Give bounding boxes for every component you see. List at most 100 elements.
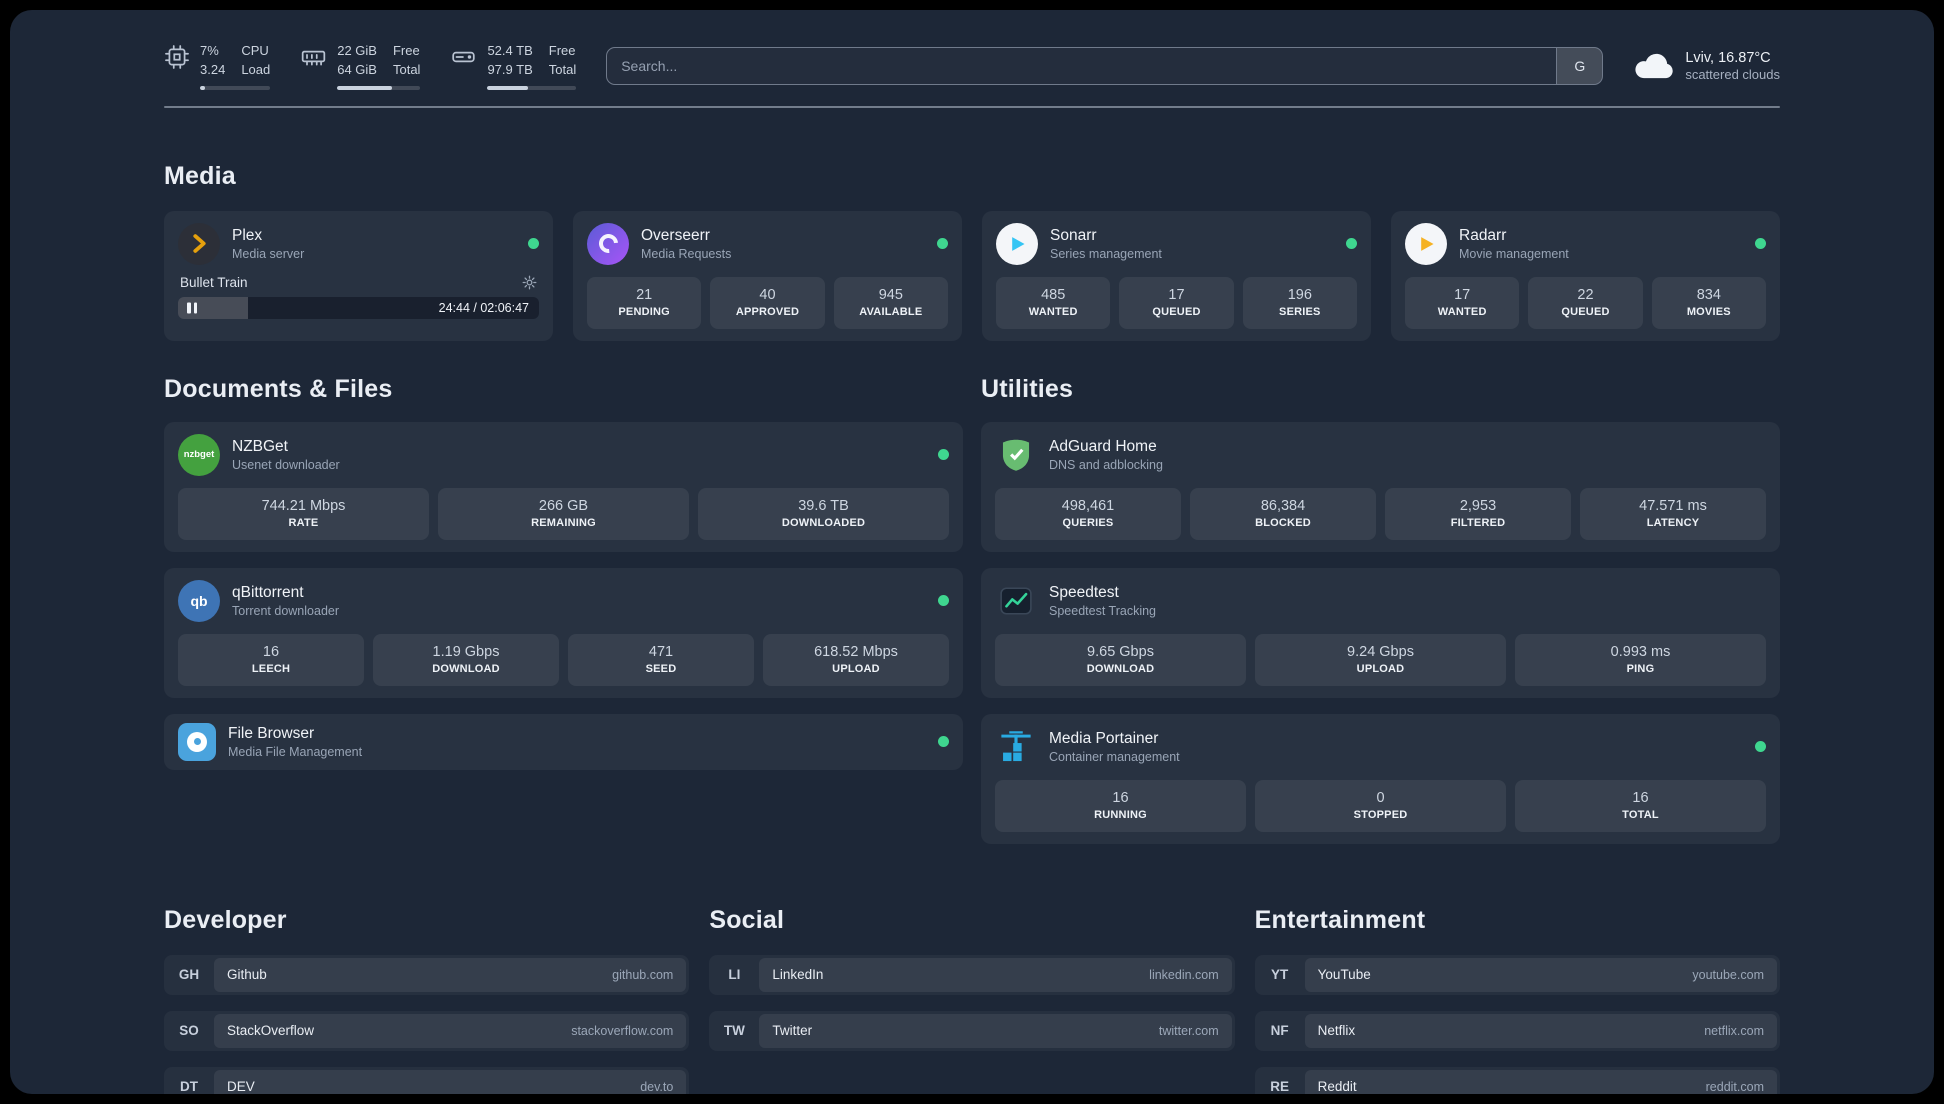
bookmark-github[interactable]: GH Github github.com [164, 954, 690, 995]
disk-usage-bar [487, 85, 577, 90]
bookmark-youtube[interactable]: YT YouTube youtube.com [1254, 954, 1780, 995]
stats-row: 21 PENDING 40 APPROVED 945 AVAILABLE [587, 276, 948, 329]
stat-label: REMAINING [531, 517, 596, 530]
stat-label: UPLOAD [832, 663, 880, 676]
utilities-cards: AdGuard Home DNS and adblocking 498,461 Q… [981, 421, 1780, 844]
stat-value: 196 [1287, 287, 1312, 304]
app-subtitle: Media Requests [641, 246, 732, 261]
portainer-icon [995, 726, 1037, 768]
stat-value: 945 [878, 287, 903, 304]
stat-downloaded: 39.6 TB DOWNLOADED [698, 487, 949, 540]
memory-labels: Free Total [393, 42, 420, 80]
status-dot [938, 736, 949, 748]
app-card-nzbget[interactable]: nzbget NZBGet Usenet downloader 744.21 M… [164, 421, 963, 552]
speedtest-icon [995, 580, 1037, 622]
stat-value: 0.993 ms [1610, 644, 1671, 661]
stat-queued: 17 QUEUED [1119, 276, 1234, 329]
bookmark-url: youtube.com [1692, 967, 1764, 982]
app-head: Overseerr Media Requests [587, 222, 948, 265]
cpu-labels: CPU Load [241, 42, 270, 80]
bookmark-linkedin[interactable]: LI LinkedIn linkedin.com [709, 954, 1235, 995]
dashboard-content: 7% 3.24 CPU Load [164, 10, 1780, 1094]
app-subtitle: Torrent downloader [232, 603, 340, 618]
stat-wanted: 17 WANTED [1405, 276, 1520, 329]
plex-icon [178, 222, 220, 265]
stat-ping: 0.993 ms PING [1515, 633, 1766, 686]
bookmark-body: StackOverflow stackoverflow.com [214, 1013, 687, 1048]
bookmark-name: YouTube [1317, 967, 1371, 983]
disk-total-value: 97.9 TB [487, 61, 533, 77]
bookmark-url: reddit.com [1705, 1079, 1764, 1094]
stat-label: SEED [645, 663, 677, 676]
app-card-adguard[interactable]: AdGuard Home DNS and adblocking 498,461 Q… [981, 421, 1780, 552]
bookmark-url: twitter.com [1158, 1023, 1219, 1038]
bookmark-abbr: NF [1270, 1023, 1289, 1039]
stat-label: FILTERED [1450, 517, 1506, 530]
app-card-radarr[interactable]: Radarr Movie management 17 WANTED 22 QUEUE… [1391, 210, 1780, 341]
stat-upload: 9.24 Gbps UPLOAD [1255, 633, 1506, 686]
stats-row: 498,461 QUERIES 86,384 BLOCKED 2,953 FILTER… [995, 487, 1766, 540]
app-names: AdGuard Home DNS and adblocking [1049, 438, 1163, 472]
stat-label: WANTED [1437, 306, 1487, 319]
app-name: File Browser [228, 724, 315, 742]
app-names: Radarr Movie management [1459, 227, 1569, 261]
search-input[interactable] [607, 47, 1557, 84]
app-head: nzbget NZBGet Usenet downloader [178, 433, 949, 476]
bookmark-reddit[interactable]: RE Reddit reddit.com [1254, 1066, 1780, 1094]
app-card-portainer[interactable]: Media Portainer Container management 16 R… [981, 713, 1780, 844]
weather-location: Lviv, 16.87°C [1685, 49, 1771, 66]
search-provider-button[interactable]: G [1556, 47, 1603, 84]
bookmark-name: Twitter [772, 1023, 813, 1039]
memory-usage-bar [337, 85, 421, 90]
bookmark-netflix[interactable]: NF Netflix netflix.com [1254, 1010, 1780, 1051]
stat-value: 498,461 [1061, 498, 1115, 515]
memory-widget: 22 GiB 64 GiB Free Total [300, 42, 421, 90]
cpu-label: CPU [241, 43, 269, 58]
stat-pending: 21 PENDING [587, 276, 702, 329]
stat-value: 744.21 Mbps [261, 498, 346, 515]
status-dot [1755, 741, 1766, 753]
app-card-filebrowser[interactable]: File Browser Media File Management [164, 713, 963, 770]
stat-label: RATE [288, 517, 319, 530]
section-title-developer: Developer [164, 905, 287, 934]
app-card-plex[interactable]: Plex Media server Bullet Train [164, 210, 553, 341]
cpu-usage-bar [200, 85, 271, 90]
pause-button[interactable] [187, 302, 197, 314]
bookmark-name: Reddit [1317, 1079, 1357, 1094]
stat-queued: 22 QUEUED [1528, 276, 1643, 329]
bookmark-twitter[interactable]: TW Twitter twitter.com [709, 1010, 1235, 1051]
stat-label: QUEUED [1561, 306, 1610, 319]
stat-value: 618.52 Mbps [814, 644, 898, 661]
stat-seed: 471 SEED [568, 633, 754, 686]
section-title-social: Social [709, 905, 785, 934]
app-card-overseerr[interactable]: Overseerr Media Requests 21 PENDING 40 APP… [573, 210, 962, 341]
main-columns: Documents & Files nzbget NZBGet Usenet d… [164, 375, 1780, 844]
bookmark-stackoverflow[interactable]: SO StackOverflow stackoverflow.com [164, 1010, 690, 1051]
app-head: Plex Media server [178, 222, 539, 265]
stat-label: RUNNING [1094, 809, 1147, 822]
bookmark-dev[interactable]: DT DEV dev.to [164, 1066, 690, 1094]
stat-label: LATENCY [1646, 517, 1700, 530]
gear-icon[interactable] [522, 275, 537, 290]
app-card-qbittorrent[interactable]: qb qBittorrent Torrent downloader 16 LEEC… [164, 567, 963, 698]
bookmark-url: dev.to [640, 1079, 674, 1094]
app-card-speedtest[interactable]: Speedtest Speedtest Tracking 9.65 Gbps DO… [981, 567, 1780, 698]
app-card-sonarr[interactable]: Sonarr Series management 485 WANTED 17 QUE… [982, 210, 1371, 341]
app-name: Radarr [1459, 226, 1507, 244]
stats-row: 9.65 Gbps DOWNLOAD 9.24 Gbps UPLOAD 0.993 … [995, 633, 1766, 686]
stat-value: 471 [648, 644, 674, 661]
stat-label: UPLOAD [1356, 663, 1405, 676]
playback-progress-bar[interactable]: 24:44 / 02:06:47 [178, 296, 539, 319]
bookmark-abbr: DT [180, 1079, 198, 1094]
memory-values: 22 GiB 64 GiB [337, 42, 377, 80]
stat-label: DOWNLOAD [1086, 663, 1155, 676]
playback-time: 24:44 / 02:06:47 [438, 300, 529, 315]
bookmark-name: Netflix [1317, 1023, 1356, 1039]
overseerr-icon [587, 222, 629, 265]
stats-row: 744.21 Mbps RATE 266 GB REMAINING 39.6 TB D… [178, 487, 949, 540]
stat-label: SERIES [1279, 306, 1321, 319]
stat-approved: 40 APPROVED [710, 276, 825, 329]
media-grid: Plex Media server Bullet Train [164, 210, 1780, 341]
bookmark-body: LinkedIn linkedin.com [759, 957, 1232, 992]
